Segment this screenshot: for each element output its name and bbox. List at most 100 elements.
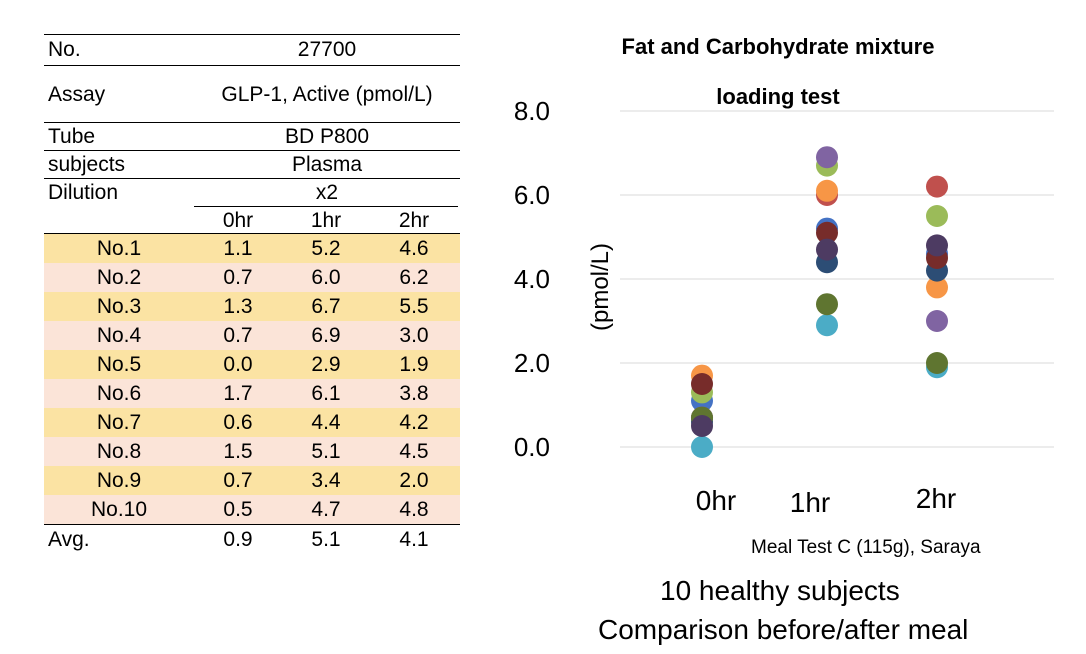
meta-value: 27700 xyxy=(297,38,357,61)
table-row: No.10 0.5 4.7 4.8 xyxy=(44,495,460,524)
data-point xyxy=(816,238,838,261)
subject-name: No.1 xyxy=(96,237,142,260)
column-header: 1hr xyxy=(282,206,370,233)
cell: 0.6 xyxy=(223,411,253,434)
data-table: No. 27700 Assay GLP-1, Active (pmol/L) T… xyxy=(44,34,460,555)
data-point xyxy=(691,415,713,437)
cell: 1.9 xyxy=(399,353,429,376)
table-row: No.8 1.5 5.1 4.5 xyxy=(44,437,460,466)
x-tick-label: 0hr xyxy=(696,485,736,516)
subject-name: No.3 xyxy=(96,295,142,318)
cell: 5.2 xyxy=(311,237,341,260)
y-tick-labels: 0.0 2.0 4.0 6.0 8.0 xyxy=(514,96,550,462)
cell: 5.5 xyxy=(399,295,429,318)
meta-row-tube: Tube BD P800 xyxy=(44,122,460,150)
subject-name: No.9 xyxy=(96,469,142,492)
meta-label: Dilution xyxy=(48,181,119,204)
cell: 2.0 xyxy=(399,469,429,492)
average-cell: 5.1 xyxy=(311,528,341,551)
average-cell: 0.9 xyxy=(223,528,253,551)
cell: 4.2 xyxy=(399,411,429,434)
data-point xyxy=(926,310,948,332)
cell: 6.1 xyxy=(311,382,341,405)
cell: 2.9 xyxy=(311,353,341,376)
cell: 1.1 xyxy=(223,237,253,260)
data-point xyxy=(926,234,948,257)
meta-row-subjects: subjects Plasma xyxy=(44,150,460,178)
cell: 4.8 xyxy=(399,498,429,521)
table-row: No.2 0.7 6.0 6.2 xyxy=(44,263,460,292)
chart-title-line-1: Fat and Carbohydrate mixture xyxy=(622,34,935,59)
meta-row-assay: Assay GLP-1, Active (pmol/L) xyxy=(44,65,460,122)
column-header-row: 0hr 1hr 2hr xyxy=(44,206,460,233)
cell: 0.7 xyxy=(223,266,253,289)
meta-label: Assay xyxy=(48,83,106,106)
subject-rows: No.1 1.1 5.2 4.6 No.2 0.7 6.0 6.2 No.3 1… xyxy=(44,233,460,524)
y-axis-label: (pmol/L) xyxy=(587,243,614,331)
y-tick-label: 6.0 xyxy=(514,180,550,210)
cell: 6.2 xyxy=(399,266,429,289)
cell: 5.1 xyxy=(311,440,341,463)
cell: 4.6 xyxy=(399,237,429,260)
y-tick-label: 2.0 xyxy=(514,348,550,378)
data-points xyxy=(691,146,948,458)
note-comparison: Comparison before/after meal xyxy=(598,614,969,645)
x-tick-label: 1hr xyxy=(790,487,830,518)
scatter-chart: Fat and Carbohydrate mixture loading tes… xyxy=(514,34,1054,518)
table-row: No.5 0.0 2.9 1.9 xyxy=(44,350,460,379)
cell: 1.3 xyxy=(223,295,253,318)
data-point xyxy=(691,436,713,458)
data-point xyxy=(926,276,948,299)
cell: 4.4 xyxy=(311,411,341,434)
table-row: No.4 0.7 6.9 3.0 xyxy=(44,321,460,350)
data-point xyxy=(816,221,838,244)
cell: 0.0 xyxy=(223,353,253,376)
cell: 1.7 xyxy=(223,382,253,405)
subject-name: No.10 xyxy=(90,498,148,521)
meta-label: subjects xyxy=(48,153,126,176)
data-point xyxy=(816,146,838,169)
source-caption: Meal Test C (115g), Saraya xyxy=(751,537,981,558)
data-point xyxy=(816,179,838,202)
cell: 6.7 xyxy=(311,295,341,318)
data-point xyxy=(926,175,948,198)
cell: 3.4 xyxy=(311,469,341,492)
cell: 0.5 xyxy=(223,498,253,521)
table-row: No.3 1.3 6.7 5.5 xyxy=(44,292,460,321)
subject-name: No.7 xyxy=(96,411,142,434)
header-spacer xyxy=(44,206,194,233)
chart-title-line-2: loading test xyxy=(716,84,840,109)
y-tick-label: 0.0 xyxy=(514,432,550,462)
column-header: 2hr xyxy=(370,206,458,233)
meta-value: Plasma xyxy=(291,153,363,176)
y-tick-label: 4.0 xyxy=(514,264,550,294)
meta-value: BD P800 xyxy=(284,125,370,148)
table-row: No.7 0.6 4.4 4.2 xyxy=(44,408,460,437)
meta-value: x2 xyxy=(315,181,339,204)
y-tick-label: 8.0 xyxy=(514,96,550,126)
cell: 3.8 xyxy=(399,382,429,405)
cell: 4.5 xyxy=(399,440,429,463)
cell: 6.0 xyxy=(311,266,341,289)
subject-name: No.5 xyxy=(96,353,142,376)
average-cell: 4.1 xyxy=(399,528,429,551)
note-subjects: 10 healthy subjects xyxy=(660,575,900,606)
cell: 6.9 xyxy=(311,324,341,347)
table-row: No.9 0.7 3.4 2.0 xyxy=(44,466,460,495)
table-row: No.6 1.7 6.1 3.8 xyxy=(44,379,460,408)
table-row: No.1 1.1 5.2 4.6 xyxy=(44,234,460,263)
data-point xyxy=(816,314,838,337)
average-label: Avg. xyxy=(48,528,90,551)
cell: 1.5 xyxy=(223,440,253,463)
average-row: Avg. 0.9 5.1 4.1 xyxy=(44,524,460,555)
data-point xyxy=(691,373,713,395)
cell: 3.0 xyxy=(399,324,429,347)
meta-label: Tube xyxy=(48,125,96,148)
column-header: 0hr xyxy=(194,206,282,233)
cell: 0.7 xyxy=(223,469,253,492)
meta-row-dilution: Dilution x2 xyxy=(44,178,460,206)
gridlines xyxy=(620,110,1054,448)
cell: 0.7 xyxy=(223,324,253,347)
data-point xyxy=(816,293,838,316)
meta-row-no: No. 27700 xyxy=(44,34,460,65)
